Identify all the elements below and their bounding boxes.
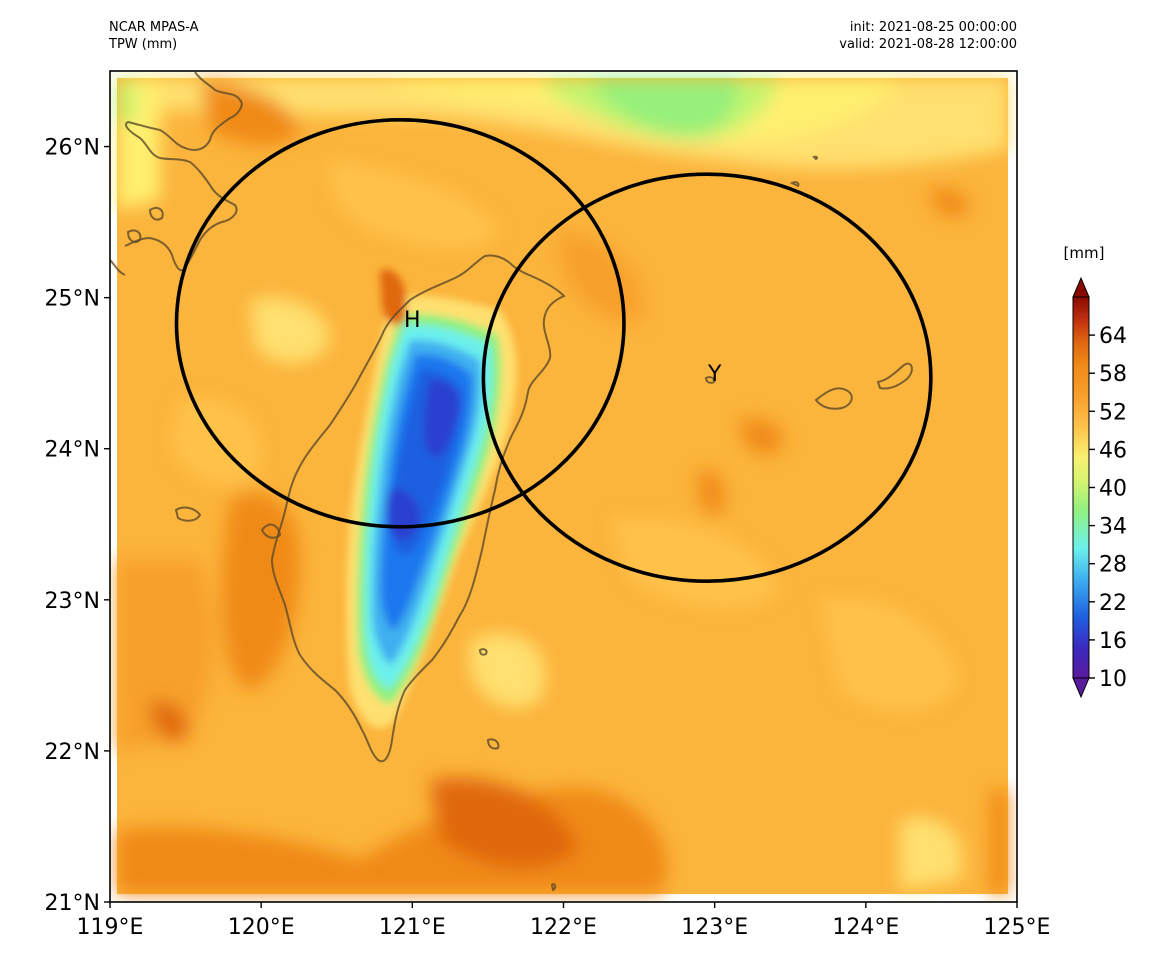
- colorbar-unit: [mm]: [1064, 244, 1105, 262]
- marker-h: H: [404, 308, 421, 333]
- tpw-field: [117, 78, 1008, 894]
- lat-tick-label: 24°N: [45, 438, 100, 463]
- lon-tick-label: 120°E: [228, 915, 295, 940]
- colorbar-ticks: 10 16 22 28 34 40 46 52 58 64: [1089, 324, 1127, 692]
- figure-header-left: NCAR MPAS-A TPW (mm): [109, 19, 199, 53]
- marker-y: Y: [707, 362, 722, 387]
- colorbar-tick-label: 46: [1099, 438, 1127, 463]
- colorbar-tick-label: 16: [1099, 629, 1127, 654]
- colorbar-tick-label: 52: [1099, 400, 1127, 425]
- lon-tick-label: 124°E: [832, 915, 899, 940]
- colorbar-bar: [1072, 296, 1090, 679]
- init-time: init: 2021-08-25 00:00:00: [849, 20, 1017, 35]
- circle-y: [481, 172, 933, 584]
- circle-h: [174, 118, 626, 529]
- colorbar-tick-label: 40: [1099, 477, 1127, 502]
- colorbar-tick-label: 22: [1099, 591, 1127, 616]
- lon-tick-label: 122°E: [530, 915, 597, 940]
- lat-tick-label: 23°N: [45, 589, 100, 614]
- lat-tick-label: 22°N: [45, 740, 100, 765]
- lon-tick-label: 123°E: [681, 915, 748, 940]
- colorbar-tick-label: 34: [1099, 515, 1127, 540]
- figure-header-right: init: 2021-08-25 00:00:00 valid: 2021-08…: [600, 19, 1017, 53]
- small-islands: [478, 155, 819, 892]
- lon-tick-label: 119°E: [77, 915, 144, 940]
- colorbar-min-extend: [1072, 677, 1090, 699]
- lat-tick-label: 26°N: [45, 136, 100, 161]
- colorbar-max-extend: [1072, 276, 1090, 298]
- map-axes: 119°E 120°E 121°E 122°E 123°E 124°E 125°E 21°N 2…: [45, 136, 1051, 940]
- lon-tick-label: 125°E: [984, 915, 1051, 940]
- ryukyu-island-large: [814, 387, 853, 410]
- colorbar: [mm] 10 16 22 28 34 40 46 52 58 64: [1064, 244, 1127, 699]
- colorbar-tick-label: 10: [1099, 667, 1127, 692]
- overlay-group: HY: [174, 118, 933, 584]
- ryukyu-island-east: [876, 362, 913, 390]
- china-coastline-south: [110, 259, 126, 276]
- lat-tick-label: 25°N: [45, 287, 100, 312]
- china-islands: [126, 207, 282, 539]
- colorbar-tick-label: 28: [1099, 553, 1127, 578]
- lat-tick-label: 21°N: [45, 891, 100, 916]
- field-name: TPW (mm): [109, 37, 178, 52]
- field-taiwan-core: [346, 269, 517, 729]
- field-base: [117, 78, 1008, 894]
- colorbar-tick-label: 64: [1099, 324, 1127, 349]
- colorbar-tick-label: 58: [1099, 362, 1127, 387]
- model-name: NCAR MPAS-A: [109, 20, 199, 35]
- valid-time: valid: 2021-08-28 12:00:00: [839, 37, 1017, 52]
- lon-tick-label: 121°E: [379, 915, 446, 940]
